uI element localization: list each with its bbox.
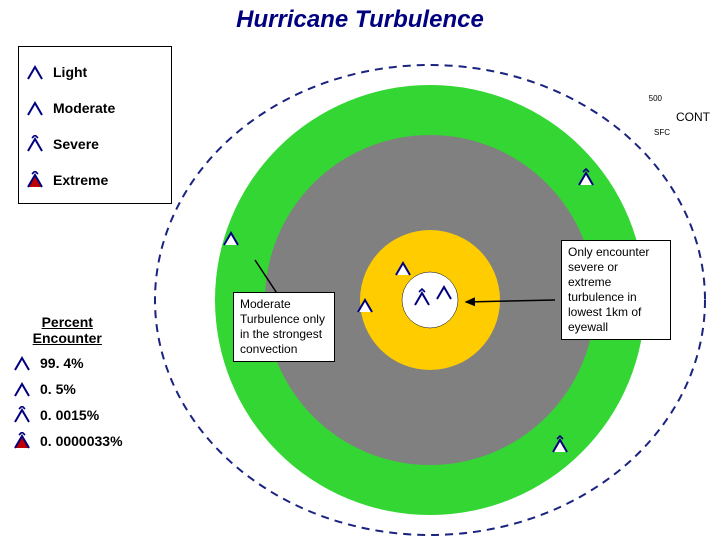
percent-row: 0. 0015% xyxy=(12,406,123,424)
legend-label: Light xyxy=(53,64,87,80)
turbulence-icon xyxy=(25,99,45,117)
percent-title: Percent Encounter xyxy=(12,314,123,346)
legend-label: Extreme xyxy=(53,172,108,188)
percent-title-line2: Encounter xyxy=(33,330,102,346)
turbulence-icon xyxy=(12,380,32,398)
legend-row-light: Light xyxy=(25,63,165,81)
legend-row-severe: Severe xyxy=(25,135,165,153)
turbulence-icon xyxy=(25,63,45,81)
legend-row-moderate: Moderate xyxy=(25,99,165,117)
percent-encounter-block: Percent Encounter 99. 4% 0. 5% 0. 0015% 0. … xyxy=(12,314,123,458)
label-cont: CONT xyxy=(676,110,710,124)
legend-label: Severe xyxy=(53,136,99,152)
legend-row-extreme: Extreme xyxy=(25,171,165,189)
turbulence-icon xyxy=(12,354,32,372)
percent-label: 0. 0000033% xyxy=(40,433,123,449)
note-eyewall-turbulence: Only encounter severe or extreme turbule… xyxy=(561,240,671,340)
percent-title-line1: Percent xyxy=(42,314,93,330)
label-500: 500 xyxy=(649,94,662,103)
percent-row: 99. 4% xyxy=(12,354,123,372)
legend-label: Moderate xyxy=(53,100,115,116)
percent-label: 0. 5% xyxy=(40,381,76,397)
note-moderate-turbulence: Moderate Turbulence only in the stronges… xyxy=(233,292,335,362)
legend-box: Light Moderate Severe Extreme xyxy=(18,46,172,204)
label-sfc: SFC xyxy=(654,128,670,137)
percent-row: 0. 5% xyxy=(12,380,123,398)
diagram-stage: Hurricane Turbulence LightModerateSevere… xyxy=(0,0,720,540)
turbulence-icon xyxy=(12,406,32,424)
turbulence-icon xyxy=(25,135,45,153)
turbulence-icon xyxy=(12,432,32,450)
percent-row: 0. 0000033% xyxy=(12,432,123,450)
percent-label: 99. 4% xyxy=(40,355,84,371)
turbulence-icon xyxy=(25,171,45,189)
percent-label: 0. 0015% xyxy=(40,407,99,423)
